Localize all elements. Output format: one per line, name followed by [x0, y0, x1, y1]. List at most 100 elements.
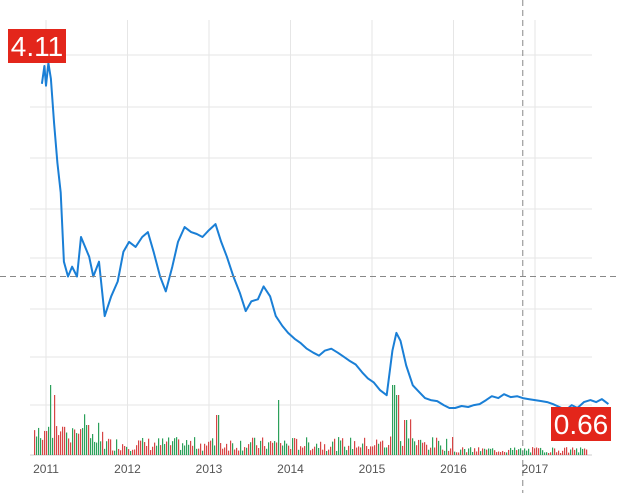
volume-bar — [310, 450, 312, 455]
volume-bar — [354, 441, 356, 455]
volume-bar — [396, 395, 398, 455]
volume-bar — [276, 442, 278, 455]
volume-bar — [90, 438, 92, 455]
volume-bar — [526, 450, 528, 455]
volume-bar — [414, 441, 416, 455]
grid-lines — [30, 20, 592, 456]
volume-bar — [184, 445, 186, 455]
volume-bar — [162, 438, 164, 455]
volume-bar — [196, 448, 198, 455]
volume-bar — [126, 446, 128, 455]
volume-bar — [58, 435, 60, 455]
volume-bar — [422, 442, 424, 455]
volume-bar — [552, 447, 554, 455]
volume-bar — [400, 441, 402, 455]
volume-bar — [272, 442, 274, 455]
volume-bar — [210, 440, 212, 455]
volume-bar — [578, 452, 580, 455]
volume-bar — [290, 449, 292, 455]
volume-bar — [78, 433, 80, 455]
volume-bar — [112, 450, 114, 455]
volume-bar — [462, 447, 464, 455]
volume-bar — [224, 447, 226, 455]
volume-bar — [540, 447, 542, 455]
x-tick-label: 2016 — [440, 462, 467, 476]
x-tick-label: 2011 — [33, 462, 59, 476]
volume-bar — [550, 452, 552, 455]
volume-bar — [108, 438, 110, 455]
volume-bar — [214, 445, 216, 455]
volume-bar — [564, 447, 566, 455]
volume-bar — [194, 437, 196, 455]
volume-bar — [252, 437, 254, 455]
volume-bar — [486, 449, 488, 455]
volume-bar — [336, 450, 338, 455]
volume-bar — [174, 438, 176, 455]
volume-bar — [190, 440, 192, 455]
volume-bar — [424, 442, 426, 455]
volume-bar — [130, 450, 132, 455]
volume-bar — [448, 450, 450, 455]
volume-bar — [320, 441, 322, 455]
volume-bar — [340, 440, 342, 455]
volume-bar — [156, 445, 158, 455]
volume-bar — [352, 448, 354, 455]
volume-bar — [48, 426, 50, 455]
volume-bar — [544, 452, 546, 455]
volume-bar — [308, 442, 310, 455]
volume-bar — [150, 450, 152, 455]
volume-bar — [514, 447, 516, 455]
volume-bar — [488, 448, 490, 455]
volume-bar — [454, 451, 456, 455]
volume-bar — [164, 444, 166, 455]
volume-bar — [506, 452, 508, 455]
volume-bar — [572, 447, 574, 455]
volume-bar — [56, 426, 58, 455]
volume-bar — [264, 446, 266, 455]
volume-bar — [146, 445, 148, 455]
volume-bar — [346, 450, 348, 455]
volume-bar — [482, 448, 484, 455]
volume-bar — [116, 439, 118, 455]
volume-bar — [390, 436, 392, 455]
volume-bar — [392, 385, 394, 455]
volume-bar — [180, 449, 182, 455]
volume-bar — [388, 444, 390, 455]
volume-bar — [304, 446, 306, 455]
volume-bar — [542, 450, 544, 455]
volume-bar — [430, 447, 432, 455]
volume-bar — [306, 437, 308, 455]
volume-bar — [350, 437, 352, 455]
volume-bar — [452, 437, 454, 455]
volume-bar — [46, 430, 48, 455]
volume-bar — [358, 446, 360, 455]
volume-bar — [294, 438, 296, 455]
volume-bar — [442, 449, 444, 455]
volume-bar — [370, 446, 372, 455]
volume-bar — [258, 448, 260, 455]
volume-bar — [412, 438, 414, 455]
x-tick-label: 2013 — [196, 462, 223, 476]
volume-bar — [198, 448, 200, 455]
volume-bar — [270, 441, 272, 455]
volume-bar — [450, 448, 452, 455]
volume-bar — [402, 445, 404, 455]
volume-bar — [302, 447, 304, 455]
volume-bar — [378, 443, 380, 455]
volume-bar — [338, 437, 340, 455]
last-value-label: 0.66 — [554, 409, 609, 440]
volume-bar — [44, 430, 46, 455]
last-value-badge: 0.66 — [551, 407, 611, 441]
volume-bar — [172, 441, 174, 455]
volume-bar — [186, 440, 188, 455]
volume-bar — [458, 452, 460, 455]
volume-bar — [182, 443, 184, 455]
volume-bar — [432, 437, 434, 455]
volume-bar — [34, 430, 36, 455]
volume-bar — [558, 450, 560, 455]
volume-bar — [98, 422, 100, 455]
volume-bar — [368, 448, 370, 455]
volume-bar — [556, 452, 558, 455]
volume-bar — [166, 441, 168, 455]
volume-bar — [246, 447, 248, 455]
